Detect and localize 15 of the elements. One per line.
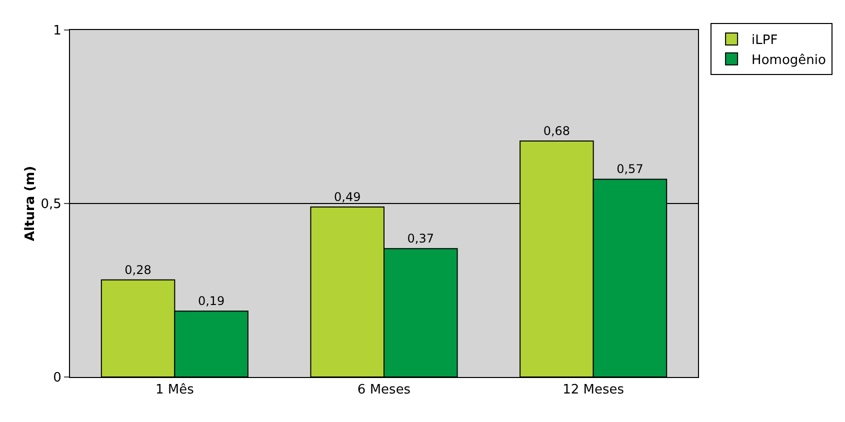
x-tick-label: 6 Meses	[357, 382, 411, 398]
data-label: 0,68	[543, 124, 570, 138]
data-label: 0,37	[407, 232, 434, 246]
y-tick-label: 0	[53, 370, 62, 386]
data-label: 0,49	[334, 190, 361, 204]
legend-label: Homogênio	[752, 52, 826, 68]
x-tick-label: 1 Mês	[155, 382, 194, 398]
y-tick-label: 0,5	[40, 197, 62, 212]
y-tick-label: 1	[53, 24, 62, 39]
data-label: 0,19	[198, 294, 225, 308]
legend-label: iLPF	[752, 33, 778, 48]
data-label: 0,57	[616, 162, 644, 176]
y-axis-title: Altura (m)	[23, 166, 38, 242]
data-label: 0,28	[124, 262, 152, 277]
x-tick-label: 12 Meses	[562, 382, 624, 398]
